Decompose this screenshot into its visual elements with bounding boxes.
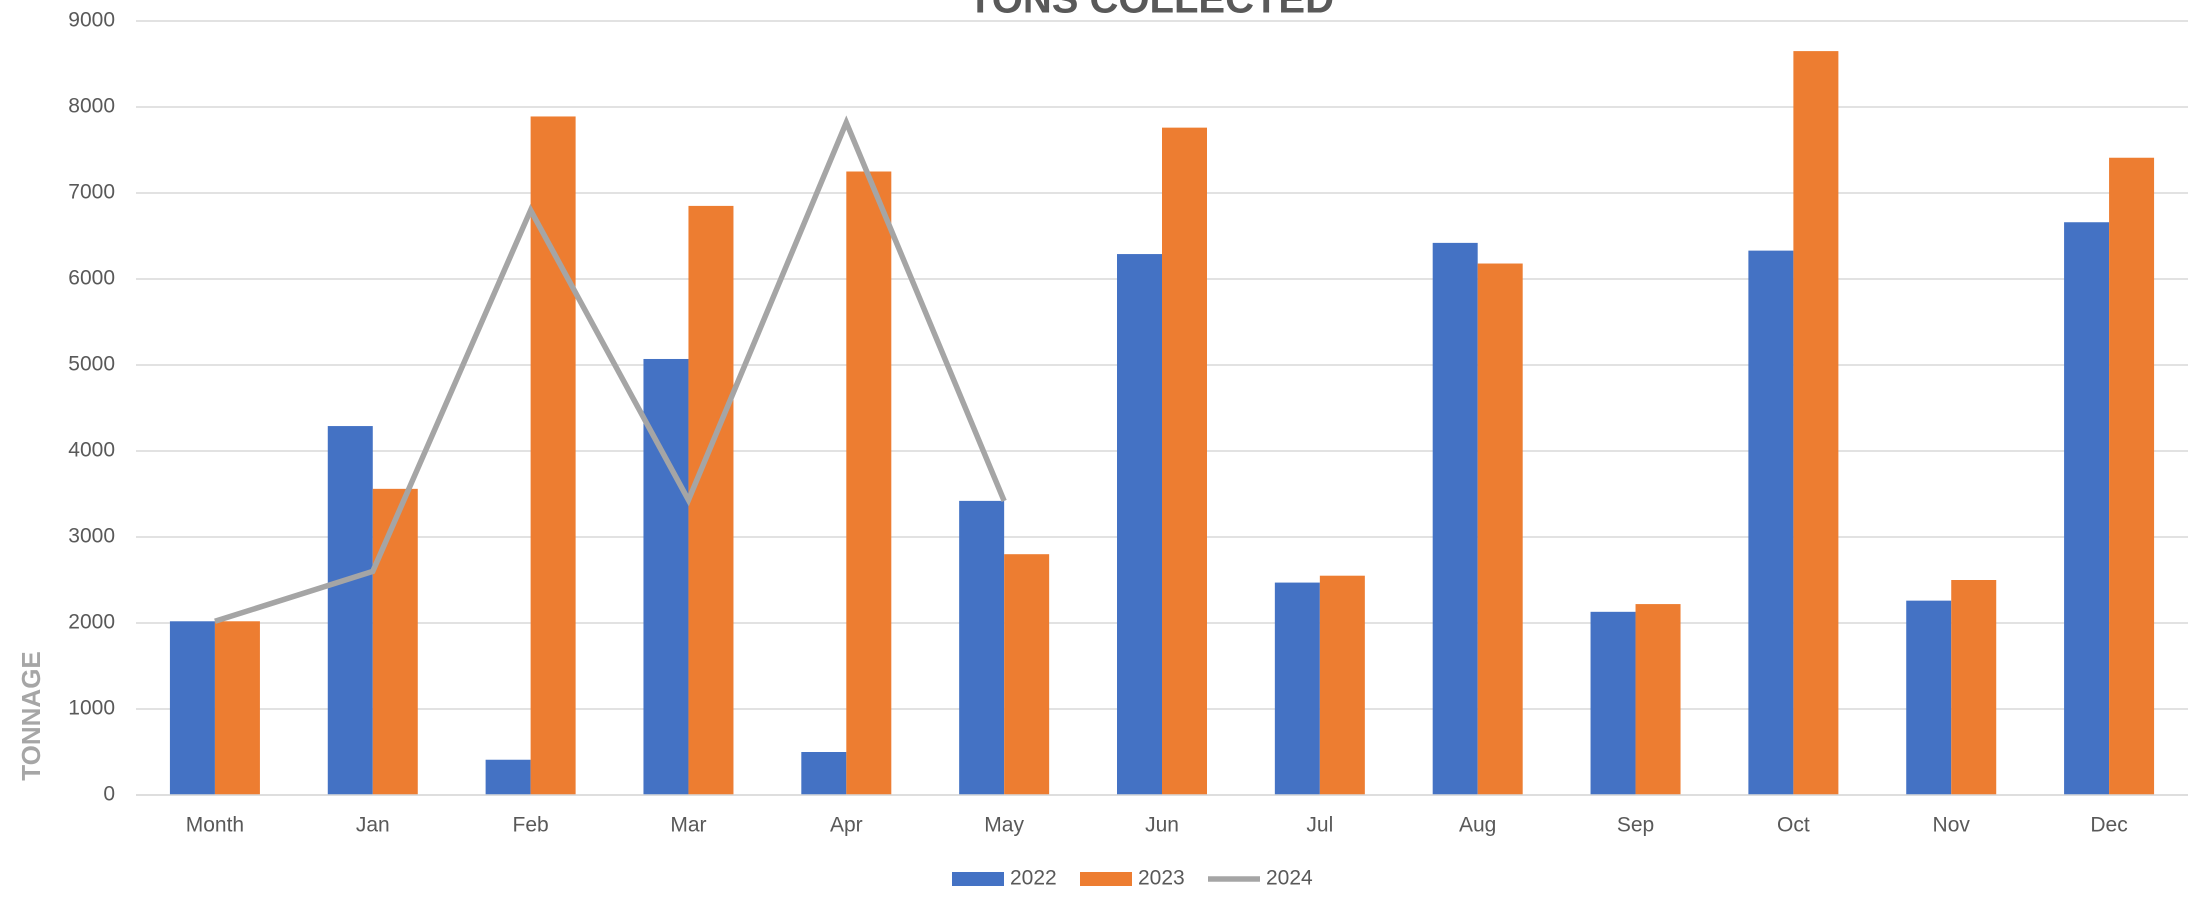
x-tick-label: Jun <box>1145 814 1179 837</box>
y-tick-label: 8000 <box>68 95 115 118</box>
y-tick-label: 4000 <box>68 439 115 462</box>
bar <box>1477 263 1523 795</box>
bar <box>846 171 892 795</box>
x-tick-label: Sep <box>1617 814 1654 837</box>
bar <box>1748 250 1794 795</box>
bar <box>2064 222 2110 796</box>
y-tick-label: 9000 <box>68 9 115 32</box>
bar <box>1274 582 1320 795</box>
bar <box>1635 604 1681 795</box>
y-tick-label: 1000 <box>68 697 115 720</box>
bar <box>2109 157 2155 796</box>
y-tick-label: 3000 <box>68 525 115 548</box>
bar <box>1906 600 1952 795</box>
x-tick-label: Jan <box>356 814 390 837</box>
x-tick-label: Feb <box>513 814 549 837</box>
y-tick-label: 7000 <box>68 181 115 204</box>
bar <box>1319 575 1365 795</box>
bar <box>327 426 373 795</box>
x-tick-label: May <box>984 814 1024 837</box>
bar <box>1590 611 1636 795</box>
y-tick-label: 5000 <box>68 353 115 376</box>
legend-label: 2022 <box>1010 867 1057 890</box>
x-tick-label: Dec <box>2090 814 2127 837</box>
bar <box>1004 554 1050 795</box>
x-tick-label: Month <box>186 814 244 837</box>
x-tick-label: Mar <box>670 814 706 837</box>
bar <box>1162 127 1207 795</box>
y-axis-label: TONNAGE <box>16 651 46 781</box>
bar <box>1951 580 1997 795</box>
legend-label: 2023 <box>1138 867 1185 890</box>
bar <box>959 500 1005 795</box>
y-tick-label: 2000 <box>68 611 115 634</box>
bar <box>372 488 418 795</box>
y-tick-label: 0 <box>103 783 115 806</box>
legend-swatch <box>1080 872 1132 886</box>
bar <box>1432 242 1478 795</box>
bar <box>1117 254 1162 795</box>
bar <box>801 752 847 795</box>
bar <box>214 621 260 795</box>
legend-swatch <box>952 872 1004 886</box>
x-tick-label: Aug <box>1459 814 1496 837</box>
x-tick-label: Jul <box>1306 814 1333 837</box>
x-tick-label: Oct <box>1777 814 1810 837</box>
chart-title: TONS COLLECTED <box>968 0 1334 22</box>
line-series <box>214 115 1007 624</box>
bar <box>688 205 734 795</box>
bar <box>1793 51 1839 796</box>
bar <box>169 621 215 795</box>
x-tick-label: Nov <box>1933 814 1971 837</box>
bar <box>485 759 531 795</box>
y-tick-label: 6000 <box>68 267 115 290</box>
x-tick-label: Apr <box>830 814 863 837</box>
legend-label: 2024 <box>1266 867 1313 890</box>
